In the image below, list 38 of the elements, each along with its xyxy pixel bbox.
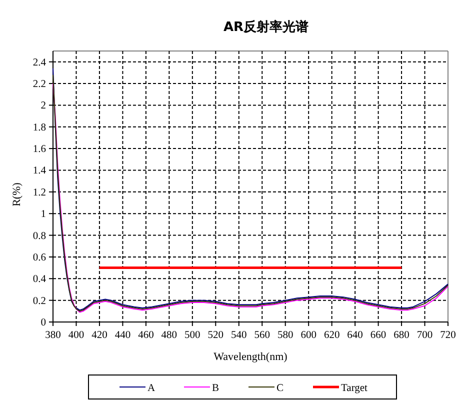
y-tick-label: 1.4 <box>32 166 47 177</box>
x-tick-label: 380 <box>45 330 61 341</box>
legend-label: Target <box>341 383 368 394</box>
y-tick-label: 0.8 <box>32 230 46 242</box>
y-tick-label: 0.4 <box>32 274 47 286</box>
y-tick-label: 2.4 <box>32 57 47 68</box>
x-tick-label: 480 <box>161 330 178 341</box>
legend-label: C <box>276 383 284 394</box>
x-tick-label: 440 <box>114 330 131 341</box>
y-tick-label: 0.2 <box>32 296 46 307</box>
x-tick-label: 400 <box>68 330 84 341</box>
x-tick-label: 680 <box>394 330 410 341</box>
x-tick-label: 640 <box>347 330 363 341</box>
x-tick-label: 720 <box>440 330 456 341</box>
y-tick-label: 1 <box>40 209 46 220</box>
y-tick-label: 2.2 <box>32 79 46 90</box>
x-tick-label: 420 <box>92 330 108 341</box>
x-tick-label: 520 <box>208 330 224 341</box>
y-axis-title: R(%) <box>11 182 23 206</box>
y-tick-label: 1.2 <box>32 187 46 198</box>
y-tick-label: 1.8 <box>32 122 46 134</box>
x-tick-label: 620 <box>324 330 340 341</box>
chart-title: AR反射率光谱 <box>223 19 309 35</box>
y-tick-label: 1.6 <box>32 144 46 156</box>
x-tick-label: 460 <box>138 330 154 341</box>
x-tick-label: 540 <box>231 330 247 341</box>
x-tick-label: 600 <box>300 330 316 341</box>
legend-label: B <box>212 383 220 394</box>
y-tick-label: 0 <box>40 318 46 328</box>
x-tick-label: 700 <box>416 330 433 341</box>
x-axis-title: Wavelength(nm) <box>214 351 288 363</box>
x-tick-label: 500 <box>184 330 200 341</box>
x-tick-label: 580 <box>277 330 294 341</box>
legend-label: A <box>148 383 156 394</box>
x-tick-label: 660 <box>370 330 386 341</box>
y-tick-label: 2 <box>40 100 46 112</box>
y-tick-label: 0.6 <box>32 252 46 264</box>
x-tick-label: 560 <box>254 330 270 341</box>
